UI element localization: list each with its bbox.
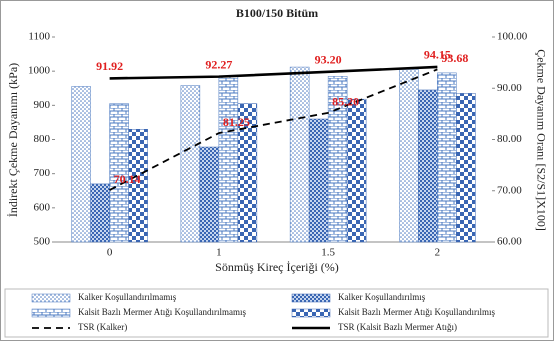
y-tick-label: 500: [34, 236, 51, 248]
bar: [180, 85, 201, 243]
data-label: 92.27: [205, 57, 232, 71]
legend-label: Kalker Koşullandırılmamış: [78, 292, 177, 302]
y-tick-label: 900: [34, 99, 51, 111]
data-label: 85.20: [332, 95, 359, 109]
legend-swatch: [31, 308, 71, 318]
y-tick-label: 800: [34, 133, 51, 145]
bar: [237, 103, 258, 243]
y2-tick-label: 60.00: [497, 236, 522, 248]
y2-axis-label: Çekme Dayanım Oranı [S2/S1]X100]: [534, 49, 548, 231]
y-tick-label: 1000: [28, 65, 51, 77]
x-tick-label: 1: [216, 247, 222, 259]
chart-title: B100/150 Bitüm: [236, 6, 318, 20]
data-label: 91.92: [96, 59, 123, 73]
x-axis-label: Sönmüş Kireç İçeriği (%): [215, 260, 339, 274]
legend-label: TSR (Kalsit Bazlı Mermer Atığı): [338, 322, 457, 332]
bar: [289, 66, 310, 243]
y-tick-label: 600: [34, 201, 51, 213]
data-label: 94.15: [424, 48, 451, 62]
bar: [456, 93, 476, 243]
bar: [437, 72, 457, 243]
bar: [418, 89, 438, 243]
y2-tick-label: 80.00: [497, 133, 522, 145]
y2-tick-label: 100.00: [497, 31, 528, 43]
data-label: 93.20: [315, 53, 342, 67]
legend-swatch: [31, 293, 71, 303]
x-tick-label: 2: [435, 247, 441, 259]
line: [109, 68, 438, 191]
bar: [90, 183, 110, 243]
legend-swatch: [291, 293, 331, 303]
bar: [308, 118, 329, 243]
legend-box: [4, 288, 549, 338]
bar: [71, 86, 91, 243]
bar: [199, 146, 220, 243]
bar: [128, 129, 148, 243]
bar: [346, 98, 367, 243]
line: [109, 65, 438, 80]
y2-tick-label: 70.00: [497, 184, 522, 196]
legend-label: TSR (Kalker): [78, 322, 127, 332]
bar: [399, 69, 419, 243]
x-tick-label: 1.5: [321, 247, 335, 259]
legend-label: Kalker Koşullandırılmış: [338, 292, 426, 302]
data-label: 81.25: [223, 115, 250, 129]
legend-swatch: [291, 308, 331, 318]
y-tick-label: 700: [34, 167, 51, 179]
y-axis-label: İndirekt Çekme Dayanımı (kPa): [6, 63, 20, 217]
data-label: 70.14: [114, 172, 141, 186]
bar: [218, 76, 239, 243]
legend-label: Kalsit Bazlı Mermer Atığı Koşullandırılm…: [338, 307, 495, 317]
y2-tick-label: 90.00: [497, 82, 522, 94]
y-tick-label: 1100: [28, 31, 50, 43]
x-tick-label: 0: [107, 247, 113, 259]
legend-label: Kalsit Bazlı Mermer Atığı Koşullandırılm…: [78, 307, 246, 317]
data-label: 93.68: [441, 51, 468, 65]
